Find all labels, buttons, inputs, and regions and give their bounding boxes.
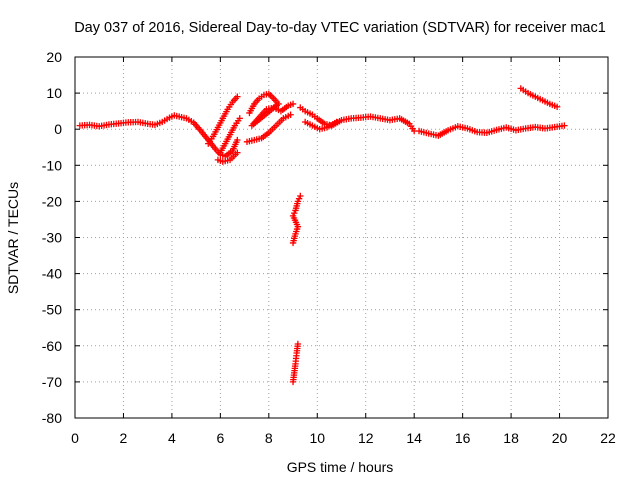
data-point: [561, 122, 568, 129]
data-point: [289, 100, 297, 108]
y-tick-label: -70: [42, 374, 62, 390]
grid: [75, 57, 608, 418]
x-tick-label: 22: [600, 430, 616, 446]
x-tick-label: 18: [503, 430, 519, 446]
x-tick-label: 14: [406, 430, 422, 446]
x-tick-label: 0: [71, 430, 79, 446]
series-rising-arcs-5-5-7h: [205, 93, 243, 165]
data-point: [236, 115, 243, 122]
y-tick-label: 10: [46, 85, 62, 101]
series-outlier-streak-9h: [289, 192, 304, 386]
chart-title: Day 037 of 2016, Sidereal Day-to-day VTE…: [74, 20, 606, 36]
y-tick-label: -10: [42, 157, 62, 173]
plot-area: [74, 56, 609, 419]
series-arcs-7-9h: [243, 90, 297, 146]
y-tick-label: -20: [42, 193, 62, 209]
series-trace-14-20-2h: [415, 122, 568, 139]
data-point: [553, 103, 561, 111]
x-tick-label: 4: [168, 430, 176, 446]
x-tick-labels: 0 2 4 6 8 10 12 14 16 18 20 22: [71, 430, 616, 446]
y-tick-label: -30: [42, 230, 62, 246]
data-point: [289, 239, 297, 247]
x-tick-label: 2: [120, 430, 128, 446]
y-tick-label: 0: [54, 121, 62, 137]
y-tick-label: -80: [42, 410, 62, 426]
data-point: [289, 378, 297, 386]
data-points: [76, 85, 568, 386]
x-tick-label: 16: [455, 430, 471, 446]
y-tick-label: -60: [42, 338, 62, 354]
series-descending-arc-18-4-20h: [517, 85, 561, 111]
x-axis-label: GPS time / hours: [287, 459, 394, 475]
y-tick-label: -50: [42, 302, 62, 318]
x-tick-label: 10: [309, 430, 325, 446]
data-point: [234, 93, 241, 100]
y-tick-label: 20: [46, 49, 62, 65]
x-tick-label: 6: [216, 430, 224, 446]
axis-ticks: [74, 56, 609, 419]
data-point: [234, 136, 241, 144]
x-tick-label: 12: [358, 430, 374, 446]
series-trace-9-14h: [297, 104, 418, 135]
data-point: [287, 111, 294, 118]
y-tick-labels: 20 10 0 -10 -20 -30 -40 -50 -60 -70 -80: [42, 49, 62, 426]
y-tick-label: -40: [42, 266, 62, 282]
x-tick-label: 8: [265, 430, 273, 446]
y-axis-label: SDTVAR / TECUs: [5, 182, 21, 294]
x-tick-label: 20: [552, 430, 568, 446]
data-point: [333, 118, 340, 126]
data-point: [234, 149, 241, 156]
